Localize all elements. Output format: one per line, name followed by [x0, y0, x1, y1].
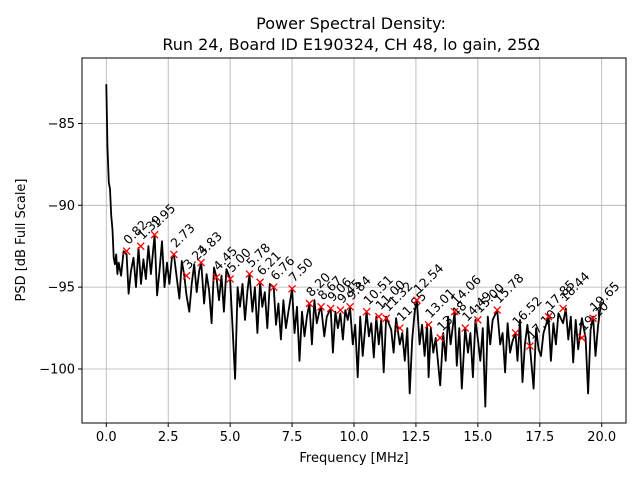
peak-marker-stroke: [269, 283, 278, 292]
peak-marker: [589, 314, 598, 323]
peak-marker-stroke: [424, 320, 433, 329]
peak-marker: [559, 304, 568, 313]
peak-marker-stroke: [511, 329, 520, 337]
y-tick-label: −95: [48, 281, 75, 296]
peak-marker-stroke: [169, 250, 178, 259]
peak-marker-stroke: [288, 284, 297, 293]
peak-marker: [245, 270, 254, 279]
peak-marker: [288, 284, 297, 293]
peak-marker-stroke: [212, 273, 221, 282]
peak-marker-stroke: [305, 299, 314, 308]
peak-marker-stroke: [559, 304, 568, 313]
x-axis: 0.0 2.5 5.0 7.5 10.0 12.5 15.0 17.5 20.0: [96, 423, 616, 445]
peak-marker: [511, 329, 520, 337]
peak-marker-stroke: [395, 324, 404, 333]
peak-marker: [182, 271, 191, 280]
peak-marker-stroke: [493, 306, 502, 315]
peak-marker: [461, 324, 470, 333]
peak-marker-stroke: [326, 304, 335, 313]
peak-marker-stroke: [245, 270, 254, 279]
peak-marker: [122, 247, 131, 256]
peak-marker-stroke: [544, 312, 553, 321]
peak-marker-stroke: [382, 314, 391, 323]
peak-marker: [212, 273, 221, 282]
peak-marker-stroke: [256, 278, 265, 287]
peak-marker-stroke: [577, 333, 586, 342]
peak-marker: [362, 307, 371, 316]
peak-marker: [412, 296, 421, 305]
y-axis: −85 −90 −95 −100: [39, 117, 82, 377]
peak-marker: [544, 312, 553, 321]
peak-marker: [577, 333, 586, 342]
x-tick-label: 7.5: [282, 430, 303, 445]
peak-marker-stroke: [362, 307, 371, 316]
peak-marker-stroke: [197, 258, 206, 267]
peak-marker: [326, 304, 335, 313]
peak-marker-stroke: [346, 302, 354, 311]
peak-marker-stroke: [182, 271, 191, 280]
peak-marker: [136, 242, 145, 251]
peak-marker: [424, 320, 433, 329]
peak-marker: [169, 250, 178, 259]
peak-marker-stroke: [473, 315, 482, 324]
x-tick-label: 12.5: [401, 430, 430, 445]
plot-area: 0.821.391.952.733.243.834.455.005.786.21…: [105, 84, 622, 408]
x-tick-label: 0.0: [96, 430, 117, 445]
peak-marker: [197, 258, 206, 267]
peak-marker: [473, 315, 482, 324]
peak-marker-stroke: [136, 242, 145, 251]
peak-marker: [256, 278, 265, 287]
x-tick-label: 2.5: [158, 430, 179, 445]
peak-marker: [436, 333, 445, 342]
y-tick-label: −100: [39, 362, 75, 377]
grid-lines: [82, 58, 626, 423]
peak-marker-stroke: [461, 324, 470, 333]
peak-marker-stroke: [412, 296, 421, 305]
peak-marker-stroke: [436, 333, 445, 342]
y-axis-label: PSD [dB Full Scale]: [14, 178, 29, 301]
peak-marker: [226, 275, 235, 283]
peak-marker: [395, 324, 404, 333]
peak-marker: [336, 306, 345, 315]
y-tick-label: −90: [48, 199, 75, 214]
x-tick-label: 17.5: [525, 430, 554, 445]
peak-marker: [150, 230, 159, 239]
peak-marker-stroke: [450, 307, 459, 316]
peak-label: 2.73: [167, 220, 197, 250]
peak-marker: [493, 306, 502, 315]
x-tick-label: 20.0: [587, 430, 616, 445]
peak-marker-stroke: [226, 275, 235, 283]
peak-marker-stroke: [525, 342, 534, 351]
peak-marker-stroke: [317, 302, 326, 311]
peak-marker-stroke: [122, 247, 131, 256]
peak-marker: [346, 302, 354, 311]
x-tick-label: 10.0: [340, 430, 369, 445]
peak-marker: [374, 312, 383, 321]
peak-marker: [269, 283, 278, 292]
peak-marker-stroke: [589, 314, 598, 323]
chart-subtitle: Run 24, Board ID E190324, CH 48, lo gain…: [162, 35, 539, 54]
x-tick-label: 5.0: [220, 430, 241, 445]
chart-title: Power Spectral Density:: [256, 14, 446, 33]
peak-marker-stroke: [374, 312, 383, 321]
peak-marker: [450, 307, 459, 316]
peak-marker: [317, 302, 326, 311]
psd-line: [105, 84, 603, 408]
x-axis-label: Frequency [MHz]: [299, 451, 408, 466]
peak-marker: [382, 314, 391, 323]
peak-marker-stroke: [336, 306, 345, 315]
peak-marker-stroke: [150, 230, 159, 239]
x-tick-label: 15.0: [463, 430, 492, 445]
peak-marker: [305, 299, 314, 308]
peak-marker: [525, 342, 534, 351]
y-tick-label: −85: [48, 117, 75, 132]
